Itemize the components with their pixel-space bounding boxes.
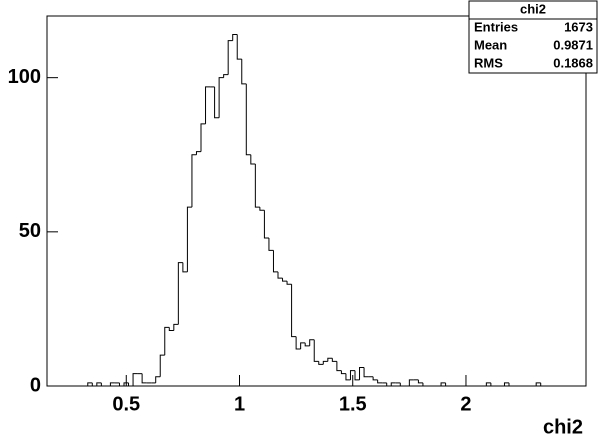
plot-frame xyxy=(46,15,587,387)
histogram-bin xyxy=(282,278,288,282)
x-tick-label: 1 xyxy=(234,393,245,415)
histogram-bin xyxy=(359,367,365,380)
stats-value: 0.1868 xyxy=(553,55,593,70)
histogram-bin xyxy=(340,370,346,375)
stats-frame xyxy=(468,0,598,74)
histogram-bin xyxy=(327,357,333,362)
histogram-bin xyxy=(345,373,351,381)
histogram-bin xyxy=(331,358,337,362)
x-tick-label: 1.5 xyxy=(339,393,367,415)
histogram-bin xyxy=(177,262,183,325)
histogram-bin xyxy=(386,382,392,387)
histogram-bin xyxy=(132,373,138,386)
histogram-bin xyxy=(91,382,97,387)
histogram-bin xyxy=(336,361,342,372)
histogram-bin xyxy=(372,376,378,381)
stats-value: 1673 xyxy=(564,19,593,34)
histogram-bin xyxy=(508,382,514,387)
stats-value: 0.9871 xyxy=(553,37,593,52)
histogram-bin xyxy=(173,323,179,331)
histogram-bin xyxy=(422,382,428,387)
histogram-bin xyxy=(128,382,134,387)
histogram-bin xyxy=(205,86,211,124)
histogram-bin xyxy=(291,284,297,338)
histogram-bin xyxy=(159,354,165,377)
histogram-bin xyxy=(100,382,106,387)
histogram-bin xyxy=(155,376,161,383)
y-tick-label: 0 xyxy=(30,374,41,396)
histogram-bin xyxy=(227,40,233,75)
histogram-bin xyxy=(445,382,451,387)
x-axis-title: chi2 xyxy=(543,416,583,438)
histogram-bin xyxy=(304,342,310,347)
y-tick-label: 100 xyxy=(8,66,41,88)
stats-label: Mean xyxy=(474,37,507,52)
histogram-bin xyxy=(250,154,256,165)
histogram-bin xyxy=(168,327,174,331)
histogram-bin xyxy=(349,370,355,380)
histogram-bin xyxy=(277,271,283,279)
histogram-bin xyxy=(490,382,496,387)
histogram-bin xyxy=(417,379,423,384)
histogram-bin xyxy=(223,74,229,78)
stats-label: Entries xyxy=(474,19,518,34)
histogram-bin xyxy=(141,373,147,384)
histogram-bin xyxy=(200,123,206,152)
histogram-bin xyxy=(236,34,242,60)
histogram-bin xyxy=(118,382,124,387)
histogram-bin xyxy=(123,382,129,386)
histogram-bin xyxy=(186,206,192,272)
histogram-bin xyxy=(232,34,238,41)
histogram-bin xyxy=(440,382,446,386)
histogram-bin xyxy=(241,59,247,85)
histogram-bin xyxy=(485,382,491,386)
histogram-bin xyxy=(195,151,201,155)
histogram-bin xyxy=(313,339,319,362)
histogram-bin xyxy=(309,339,315,346)
histogram-bin xyxy=(503,382,509,386)
x-tick-label: 0.5 xyxy=(112,393,140,415)
histogram-bin xyxy=(354,370,360,381)
histogram-bin xyxy=(540,382,546,387)
stats-box: chi2 xyxy=(468,0,598,74)
histogram-bin xyxy=(182,262,188,273)
histogram-bin xyxy=(295,336,301,350)
histogram-bin xyxy=(87,382,93,386)
x-tick-label: 2 xyxy=(460,393,471,415)
histogram-bin xyxy=(322,360,328,365)
histogram-bin xyxy=(399,382,405,387)
stats-label: RMS xyxy=(474,55,503,70)
histogram-bin xyxy=(96,382,102,386)
histogram-bin xyxy=(318,361,324,365)
stats-title: chi2 xyxy=(520,1,546,16)
histogram-bin xyxy=(191,154,197,208)
histogram-bin xyxy=(263,210,269,239)
histogram-bin xyxy=(245,83,251,156)
histogram-bin xyxy=(408,379,414,386)
histogram-bin xyxy=(109,382,115,386)
histogram-bin xyxy=(268,238,274,251)
histogram-bin xyxy=(535,382,541,386)
histogram-bin xyxy=(164,326,170,356)
histogram-bin xyxy=(300,342,306,349)
histogram-bin xyxy=(363,367,369,378)
histogram-bin xyxy=(390,382,396,386)
histogram-bin xyxy=(377,379,383,384)
histogram-bin xyxy=(254,164,260,208)
histogram-bin xyxy=(214,86,220,119)
histogram-bin xyxy=(218,77,224,118)
histogram-bin xyxy=(272,250,278,273)
histogram-bin xyxy=(259,207,265,211)
y-tick-label: 50 xyxy=(19,220,41,242)
histogram-bin xyxy=(286,281,292,285)
